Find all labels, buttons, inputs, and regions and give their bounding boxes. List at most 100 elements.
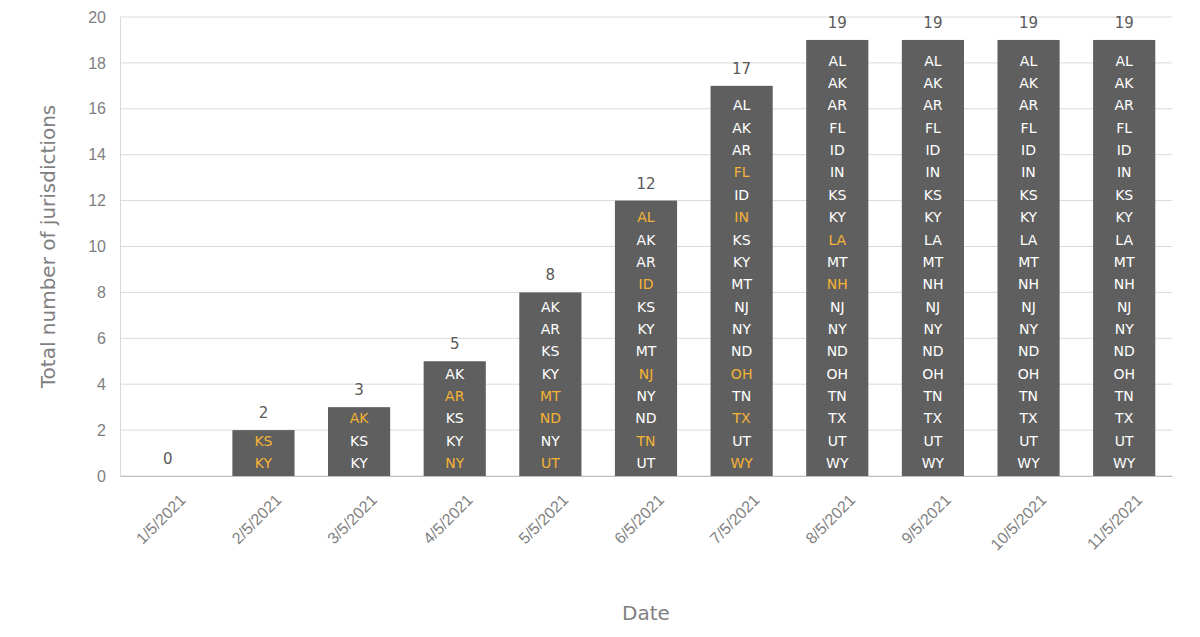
state-label: ID	[639, 276, 654, 292]
y-tick: 4	[97, 376, 120, 393]
state-label: AR	[636, 254, 656, 270]
state-label: UT	[924, 433, 943, 449]
y-tick: 14	[88, 146, 120, 163]
state-label: LA	[1020, 232, 1038, 248]
state-label: NJ	[830, 299, 845, 315]
chart: 024681012141618201/5/20212/5/20213/5/202…	[0, 0, 1200, 637]
data-label: 19	[1115, 14, 1134, 32]
data-label: 5	[450, 335, 460, 353]
state-label: KY	[542, 366, 560, 382]
x-tick: 4/5/2021	[420, 476, 476, 547]
bar	[615, 201, 677, 476]
state-label: LA	[1115, 232, 1133, 248]
state-label: AL	[829, 53, 847, 69]
bar	[806, 40, 868, 476]
plot: 024681012141618201/5/20212/5/20213/5/202…	[88, 9, 1172, 554]
x-tick-label: 1/5/2021	[133, 491, 189, 547]
state-label: KS	[637, 299, 655, 315]
state-label: KY	[1020, 209, 1038, 225]
state-label: AK	[1019, 75, 1039, 91]
state-label: WY	[826, 455, 849, 471]
state-label: NY	[1115, 321, 1134, 337]
data-label: 3	[354, 381, 364, 399]
state-label: NY	[1019, 321, 1038, 337]
x-tick-label: 8/5/2021	[802, 491, 858, 547]
state-label: MT	[827, 254, 848, 270]
state-label: AL	[1020, 53, 1038, 69]
state-label: LA	[828, 232, 846, 248]
state-label: KY	[637, 321, 655, 337]
state-label: FL	[1021, 120, 1037, 136]
bar	[711, 86, 773, 476]
data-label: 19	[1019, 14, 1038, 32]
y-tick-label: 0	[97, 468, 106, 485]
state-label: AR	[828, 97, 848, 113]
y-tick-label: 4	[97, 376, 106, 393]
data-label: 8	[546, 266, 556, 284]
state-label: OH	[922, 366, 944, 382]
annotations: KSKYAKKSKYAKARKSKYNYAKARKSKYMTNDNYUTALAK…	[254, 53, 1135, 471]
state-label: TX	[827, 410, 847, 426]
state-label: NJ	[1021, 299, 1036, 315]
state-label: ID	[1117, 142, 1132, 158]
state-label: AR	[923, 97, 943, 113]
y-tick: 2	[97, 422, 120, 439]
x-tick: 8/5/2021	[802, 476, 858, 547]
data-labels: 02358121719191919	[163, 14, 1134, 468]
x-tick-label: 4/5/2021	[420, 491, 476, 547]
y-tick-label: 2	[97, 422, 106, 439]
state-label: NY	[828, 321, 847, 337]
x-tick: 7/5/2021	[707, 476, 763, 547]
x-tick-label: 6/5/2021	[611, 491, 667, 547]
bar	[328, 407, 390, 476]
state-label: KY	[829, 209, 847, 225]
y-tick: 0	[97, 468, 120, 485]
state-label: NJ	[734, 299, 749, 315]
data-label: 12	[636, 175, 655, 193]
y-tick-label: 12	[88, 192, 106, 209]
state-label: TX	[732, 410, 752, 426]
state-label: WY	[730, 455, 753, 471]
state-label: ND	[731, 343, 752, 359]
bars	[232, 40, 1155, 476]
state-label: NJ	[1117, 299, 1132, 315]
x-tick-label: 9/5/2021	[898, 491, 954, 547]
state-label: OH	[731, 366, 753, 382]
state-label: TN	[827, 388, 847, 404]
state-label: ID	[1021, 142, 1036, 158]
bar	[424, 361, 486, 476]
state-label: AK	[828, 75, 848, 91]
state-label: NY	[636, 388, 655, 404]
state-label: NJ	[926, 299, 941, 315]
grid	[120, 17, 1172, 476]
bar	[519, 292, 581, 476]
state-label: AR	[1019, 97, 1039, 113]
y-tick: 12	[88, 192, 120, 209]
data-label: 17	[732, 60, 751, 78]
state-label: TN	[922, 388, 942, 404]
state-label: AR	[541, 321, 561, 337]
state-label: AK	[541, 299, 561, 315]
state-label: IN	[734, 209, 749, 225]
x-tick-label: 11/5/2021	[1084, 491, 1146, 553]
y-tick: 20	[88, 9, 120, 26]
y-axis-title: Total number of jurisdictions	[36, 105, 60, 390]
state-label: ND	[540, 410, 561, 426]
state-label: MT	[1018, 254, 1039, 270]
y-tick: 10	[88, 238, 120, 255]
state-label: WY	[922, 455, 945, 471]
x-tick: 1/5/2021	[133, 476, 189, 547]
bar	[1093, 40, 1155, 476]
state-label: NY	[445, 455, 464, 471]
state-label: AR	[732, 142, 752, 158]
data-label: 19	[828, 14, 847, 32]
state-label: MT	[923, 254, 944, 270]
state-label: UT	[1019, 433, 1038, 449]
state-label: KY	[924, 209, 942, 225]
state-label: AK	[924, 75, 944, 91]
state-label: ID	[734, 187, 749, 203]
state-label: FL	[734, 164, 750, 180]
state-label: FL	[1116, 120, 1132, 136]
state-label: NJ	[639, 366, 654, 382]
state-label: AK	[637, 232, 657, 248]
